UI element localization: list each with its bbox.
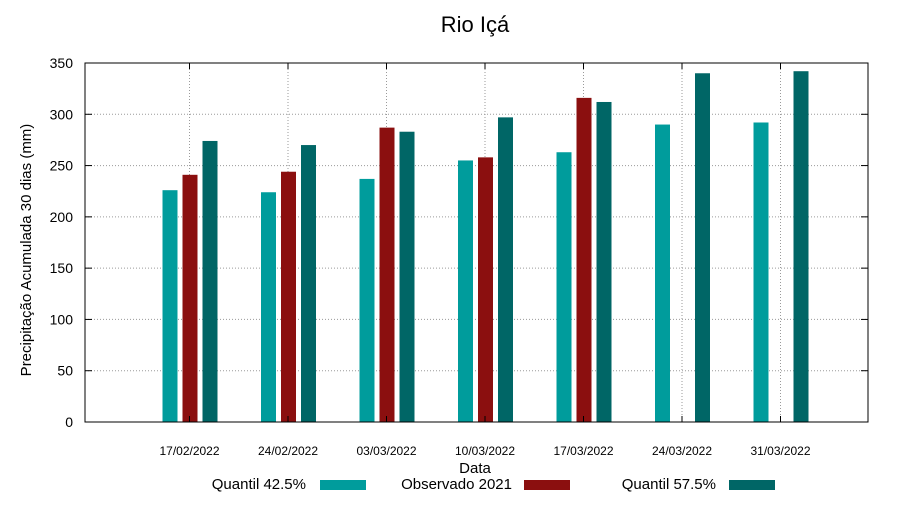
y-tick-label: 250: [50, 158, 74, 174]
legend-label: Observado 2021: [401, 476, 512, 493]
legend-label: Quantil 42.5%: [212, 476, 306, 493]
y-tick-label: 50: [57, 363, 73, 379]
chart-title: Rio Içá: [441, 12, 510, 37]
bar-quantil-42-5: [261, 192, 276, 422]
x-tick-label: 24/02/2022: [258, 444, 318, 458]
legend-swatch: [524, 480, 570, 490]
x-tick-label: 24/03/2022: [652, 444, 712, 458]
bar-quantil-42-5: [359, 178, 375, 422]
y-tick-label: 300: [50, 106, 74, 122]
bar-quantil-57-5: [695, 73, 710, 422]
grid-lines: [85, 63, 868, 422]
y-tick-label: 350: [50, 55, 74, 71]
axes: 0 50 100 150 200 250 300 350 17/02/2022 24/02/202…: [50, 55, 869, 458]
bar-quantil-57-5: [202, 140, 218, 422]
y-tick-label: 0: [65, 414, 73, 430]
legend-label: Quantil 57.5%: [622, 476, 716, 493]
bar-quantil-57-5: [793, 71, 809, 422]
x-tick-label: 17/02/2022: [159, 444, 219, 458]
bar-quantil-57-5: [399, 131, 415, 423]
plot-frame: [84, 62, 869, 423]
bar-observado-2021: [182, 174, 198, 422]
bar-quantil-42-5: [162, 190, 178, 422]
x-tick-label: 31/03/2022: [750, 444, 810, 458]
y-tick-label: 200: [50, 209, 74, 225]
y-axis-label: Precipitação Acumulada 30 dias (mm): [18, 124, 35, 377]
bar-quantil-57-5: [596, 101, 612, 422]
bar-quantil-57-5: [498, 117, 513, 422]
bars: [162, 71, 809, 423]
y-tick-label: 150: [50, 260, 74, 276]
bar-observado-2021: [576, 97, 592, 423]
bar-quantil-42-5: [753, 122, 769, 423]
bar-observado-2021: [478, 157, 493, 422]
bar-quantil-42-5: [655, 124, 670, 423]
bar-quantil-42-5: [556, 152, 572, 423]
legend-swatch: [729, 480, 775, 490]
x-tick-label: 17/03/2022: [553, 444, 613, 458]
bar-quantil-57-5: [301, 145, 316, 423]
x-tick-label: 10/03/2022: [455, 444, 515, 458]
bar-observado-2021: [379, 127, 395, 423]
bar-observado-2021: [281, 171, 296, 422]
legend-swatch: [320, 480, 366, 490]
y-tick-label: 100: [50, 311, 74, 327]
bar-quantil-42-5: [458, 160, 473, 422]
x-axis-label: Data: [459, 460, 491, 477]
legend: Quantil 42.5% Observado 2021 Quantil 57.5%: [212, 476, 775, 493]
x-tick-label: 03/03/2022: [356, 444, 416, 458]
